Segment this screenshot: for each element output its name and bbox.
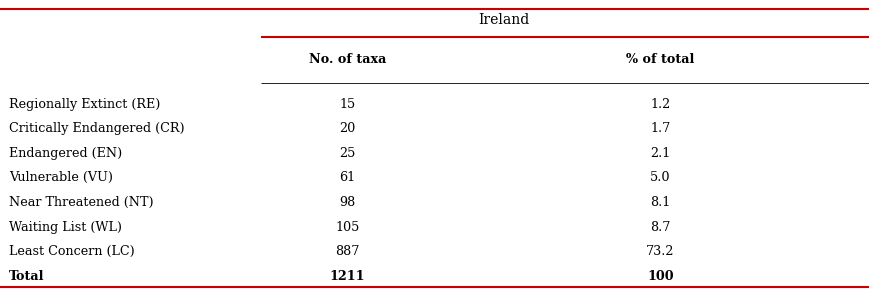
Text: 5.0: 5.0 xyxy=(650,171,671,184)
Text: 2.1: 2.1 xyxy=(650,147,671,160)
Text: 61: 61 xyxy=(340,171,355,184)
Text: 1211: 1211 xyxy=(330,270,365,283)
Text: 15: 15 xyxy=(340,98,355,111)
Text: Waiting List (WL): Waiting List (WL) xyxy=(9,221,122,234)
Text: 98: 98 xyxy=(340,196,355,209)
Text: 73.2: 73.2 xyxy=(647,245,674,258)
Text: 1.7: 1.7 xyxy=(650,122,671,135)
Text: Endangered (EN): Endangered (EN) xyxy=(9,147,122,160)
Text: Least Concern (LC): Least Concern (LC) xyxy=(9,245,135,258)
Text: Total: Total xyxy=(9,270,44,283)
Text: Ireland: Ireland xyxy=(479,13,529,27)
Text: 8.1: 8.1 xyxy=(650,196,671,209)
Text: Regionally Extinct (RE): Regionally Extinct (RE) xyxy=(9,98,160,111)
Text: Near Threatened (NT): Near Threatened (NT) xyxy=(9,196,153,209)
Text: 100: 100 xyxy=(647,270,673,283)
Text: 8.7: 8.7 xyxy=(650,221,671,234)
Text: % of total: % of total xyxy=(627,53,694,66)
Text: No. of taxa: No. of taxa xyxy=(308,53,387,66)
Text: Vulnerable (VU): Vulnerable (VU) xyxy=(9,171,113,184)
Text: 887: 887 xyxy=(335,245,360,258)
Text: 20: 20 xyxy=(340,122,355,135)
Text: 25: 25 xyxy=(340,147,355,160)
Text: Critically Endangered (CR): Critically Endangered (CR) xyxy=(9,122,184,135)
Text: 1.2: 1.2 xyxy=(650,98,671,111)
Text: 105: 105 xyxy=(335,221,360,234)
